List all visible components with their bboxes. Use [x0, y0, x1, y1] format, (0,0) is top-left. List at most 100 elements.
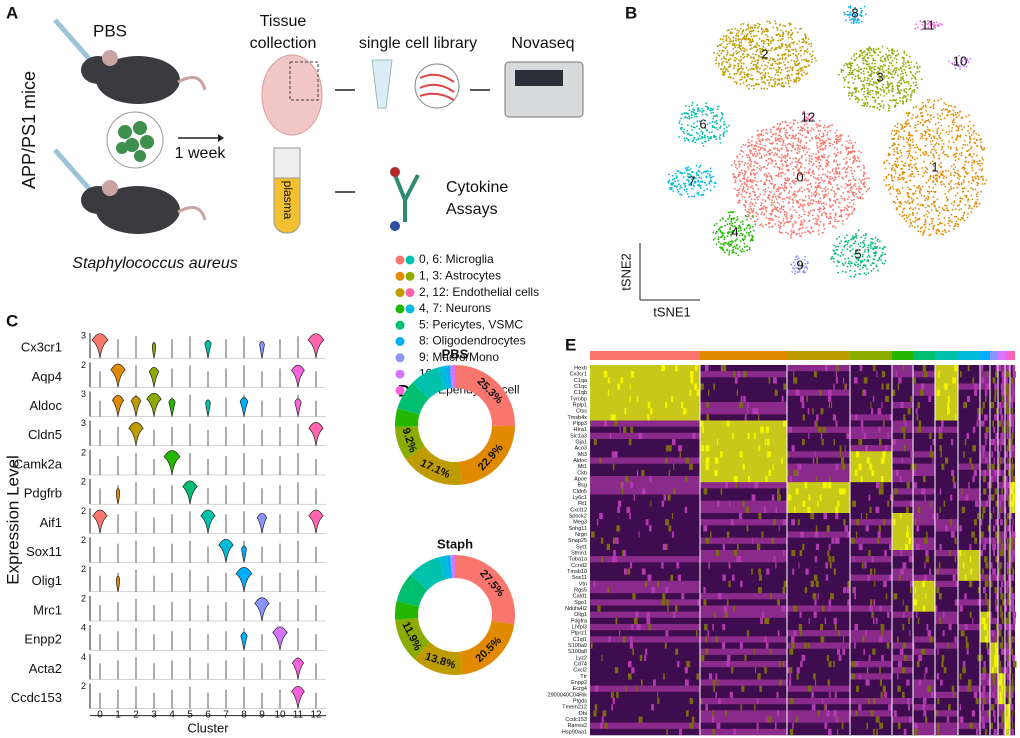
cell-point — [938, 229, 940, 232]
cell-point — [721, 62, 724, 64]
cell-point — [855, 233, 857, 235]
cell-point — [938, 218, 940, 221]
cell-point — [798, 158, 801, 161]
cell-point — [905, 201, 908, 204]
cell-point — [848, 260, 851, 263]
violin — [163, 450, 181, 476]
cell-point — [917, 230, 920, 233]
cell-point — [772, 26, 775, 29]
cell-point — [959, 175, 962, 178]
cell-point — [926, 171, 928, 174]
cell-point — [844, 183, 847, 185]
cell-point — [887, 84, 889, 87]
cell-point — [958, 125, 961, 128]
cell-point — [893, 150, 896, 153]
cell-point — [754, 161, 756, 164]
cell-point — [731, 211, 734, 214]
cell-point — [705, 171, 707, 173]
heatmap-cell — [842, 377, 844, 384]
cell-point — [867, 249, 870, 252]
cell-point — [835, 155, 837, 158]
cell-point — [690, 174, 692, 177]
heatmap-cell — [897, 383, 900, 390]
cell-point — [797, 262, 800, 264]
gene-label: Sox11 — [26, 544, 62, 559]
y-max-label: 2 — [81, 447, 86, 457]
cell-point — [829, 129, 832, 132]
cell-point — [927, 179, 930, 182]
cell-point — [702, 109, 705, 112]
cell-point — [929, 134, 931, 136]
cell-point — [979, 160, 981, 162]
cell-point — [947, 111, 950, 114]
cell-point — [758, 195, 760, 198]
cell-point — [898, 174, 901, 177]
cell-point — [966, 144, 969, 146]
cell-point — [776, 122, 779, 125]
cell-point — [799, 28, 801, 30]
cell-point — [957, 127, 960, 130]
cell-point — [782, 140, 785, 143]
cell-point — [959, 136, 962, 138]
cell-point — [976, 139, 978, 142]
cell-point — [858, 185, 861, 188]
cell-point — [808, 197, 810, 200]
cell-point — [838, 163, 841, 166]
cell-point — [750, 217, 752, 220]
cell-point — [843, 245, 845, 248]
cell-point — [955, 57, 958, 60]
cell-point — [785, 187, 788, 189]
axis-label: Expression Level — [3, 455, 22, 584]
cell-point — [679, 193, 681, 196]
cell-point — [750, 207, 752, 210]
cell-point — [938, 230, 940, 233]
cell-point — [899, 79, 902, 82]
cell-point — [723, 120, 725, 123]
cell-point — [735, 33, 738, 35]
cell-point — [731, 232, 734, 234]
cell-point — [919, 108, 921, 111]
cell-point — [781, 53, 784, 56]
cell-point — [851, 151, 853, 154]
cell-point — [803, 121, 806, 123]
cell-point — [810, 227, 813, 230]
cell-point — [756, 78, 759, 81]
cell-point — [788, 192, 790, 194]
cell-point — [914, 27, 917, 30]
cell-point — [858, 178, 861, 181]
cell-point — [956, 204, 959, 207]
cell-point — [729, 228, 731, 231]
cell-point — [909, 147, 912, 150]
cell-point — [897, 192, 899, 195]
cell-point — [710, 180, 713, 183]
cell-point — [927, 195, 930, 198]
cell-point — [903, 68, 906, 71]
cell-point — [887, 49, 890, 52]
cell-point — [787, 124, 789, 127]
heatmap-cell — [935, 371, 958, 378]
donut-segment — [459, 620, 515, 675]
cell-point — [893, 134, 895, 136]
cell-point — [914, 192, 916, 195]
cell-point — [768, 84, 771, 87]
cell-point — [782, 33, 784, 36]
cell-point — [855, 257, 858, 260]
cell-point — [717, 105, 719, 108]
cell-point — [879, 247, 881, 249]
cell-point — [726, 51, 729, 54]
cell-point — [814, 217, 817, 220]
heatmap-cell — [850, 377, 892, 384]
cell-point — [712, 239, 715, 241]
cell-point — [782, 205, 785, 208]
heatmap-cell — [850, 383, 892, 390]
cell-point — [796, 43, 798, 45]
cell-point — [961, 187, 964, 190]
cell-point — [841, 223, 844, 225]
cell-point — [797, 138, 800, 141]
cell-point — [925, 197, 928, 200]
heatmap-cell — [787, 371, 850, 378]
cell-point — [787, 82, 790, 85]
cell-point — [815, 189, 818, 191]
cell-point — [746, 55, 749, 58]
cell-point — [810, 55, 813, 58]
